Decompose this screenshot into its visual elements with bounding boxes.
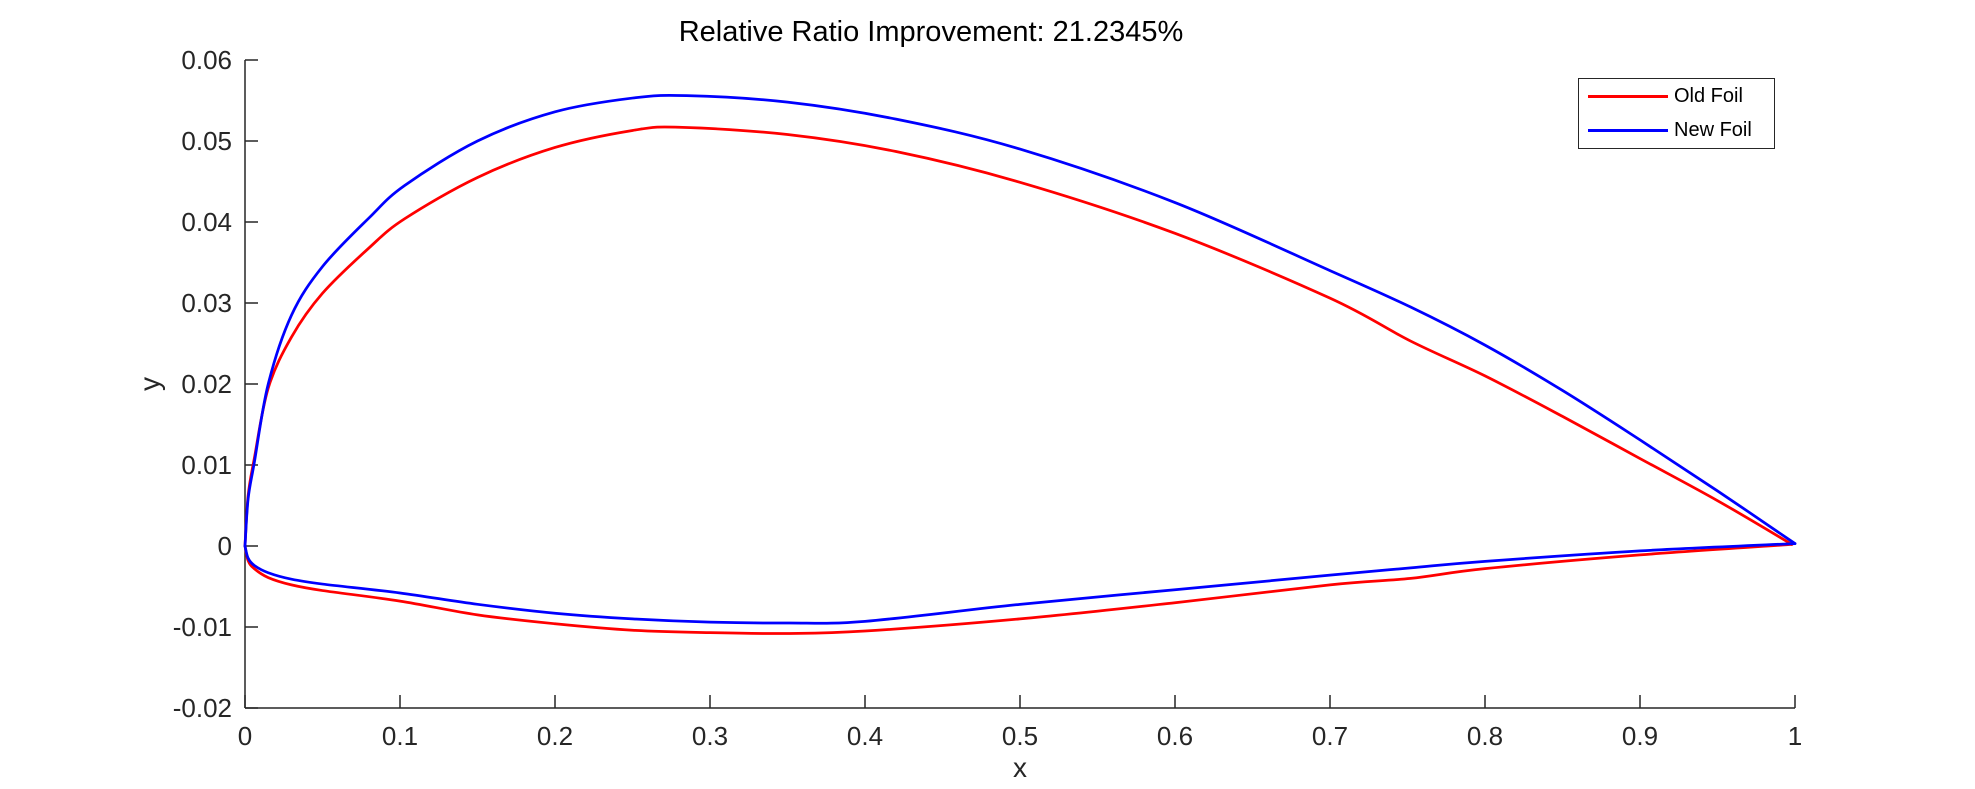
legend-item-new-foil[interactable]: New Foil (1579, 119, 1774, 142)
x-axis-label: x (1013, 752, 1027, 783)
x-tick-label: 1 (1788, 721, 1802, 751)
x-tick-label: 0 (238, 721, 252, 751)
legend-label-old-foil: Old Foil (1674, 84, 1743, 107)
y-tick-label: 0.02 (181, 369, 232, 399)
y-tick-label: 0.01 (181, 450, 232, 480)
x-tick-label: 0.7 (1312, 721, 1348, 751)
x-tick-label: 0.9 (1622, 721, 1658, 751)
y-tick-label: 0.04 (181, 207, 232, 237)
legend-item-old-foil[interactable]: Old Foil (1579, 85, 1774, 108)
y-axis-label: y (134, 377, 165, 391)
curve-old-foil-lower (243, 543, 1794, 635)
x-tick-label: 0.2 (537, 721, 573, 751)
curve-new-foil-lower (243, 542, 1797, 625)
x-tick-label: 0.6 (1157, 721, 1193, 751)
y-tick-label: -0.01 (173, 612, 232, 642)
y-tick-label: 0.05 (181, 126, 232, 156)
y-tick-label: 0.03 (181, 288, 232, 318)
x-tick-label: 0.8 (1467, 721, 1503, 751)
x-tick-label: 0.4 (847, 721, 883, 751)
chart-title: Relative Ratio Improvement: 21.2345% (678, 16, 1184, 48)
legend[interactable]: Old Foil New Foil (1578, 78, 1775, 149)
y-tick-label: -0.02 (173, 693, 232, 723)
legend-line-old-foil (1588, 94, 1668, 98)
curve-new-foil-upper (243, 93, 1797, 548)
y-tick-label: 0.06 (181, 45, 232, 75)
x-tick-label: 0.3 (692, 721, 728, 751)
curve-old-foil-upper (243, 125, 1794, 548)
y-tick-label: 0 (218, 531, 232, 561)
legend-line-new-foil (1588, 129, 1668, 133)
legend-label-new-foil: New Foil (1674, 119, 1752, 142)
x-tick-label: 0.1 (382, 721, 418, 751)
x-tick-label: 0.5 (1002, 721, 1038, 751)
